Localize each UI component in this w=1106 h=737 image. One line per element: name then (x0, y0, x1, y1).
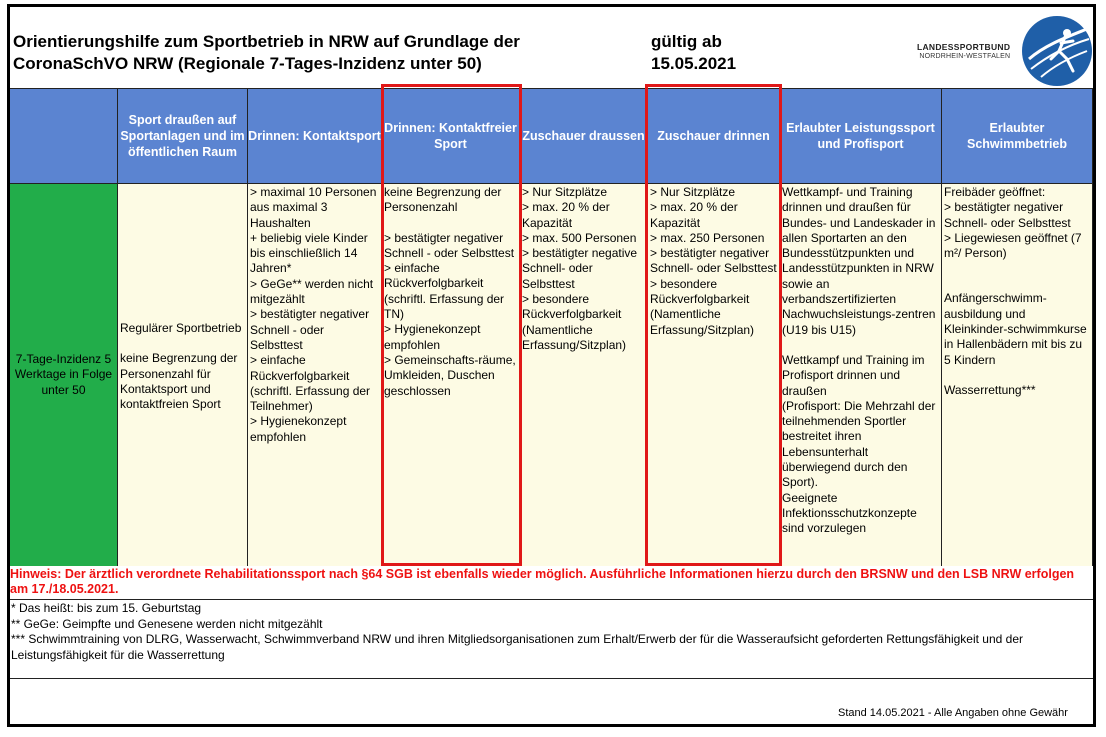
stand-note: Stand 14.05.2021 - Alle Angaben ohne Gew… (838, 707, 1068, 719)
cell-line: Geeignete Infektionsschutzkonzepte sind … (782, 490, 917, 536)
logo-line-2: NORDRHEIN-WESTFALEN (919, 53, 1011, 60)
page-frame (7, 4, 1096, 727)
cell-line: aus maximal 3 Haushalten (250, 200, 328, 230)
cell-line: > maximal 10 Personen (250, 185, 377, 199)
footnote: * Das heißt: bis zum 15. Geburtstag (11, 601, 202, 615)
cell-line: (Profisport: Die Mehrzahl der teilnehmen… (782, 398, 936, 490)
header-label: Zuschauer draussen (522, 129, 645, 143)
header-cell-spectators-indoor: Zuschauer drinnen (648, 88, 780, 184)
cell-line: > bestätigter negativer Schnell- oder Se… (650, 246, 777, 276)
divider (10, 678, 1093, 679)
hint-text: Hinweis: Der ärztlich verordnete Rehabil… (10, 567, 1075, 596)
cell-line: + beliebig viele Kinder bis einschließli… (250, 230, 368, 276)
cell-line: Wettkampf und Training im Profisport dri… (782, 352, 925, 398)
header-label: Drinnen: Kontaktfreier Sport (384, 121, 517, 151)
cell-line: > Hygienekonzept empfohlen (250, 414, 347, 444)
cell-line: > einfache Rückverfolgbarkeit (schriftl.… (384, 261, 505, 322)
header-cell-spectators-outdoor: Zuschauer draussen (520, 88, 648, 184)
page-title: Orientierungshilfe zum Sportbetrieb in N… (13, 31, 520, 75)
cell-line: > besondere Rückverfolgbarkeit (Namentli… (522, 292, 627, 352)
cell-line: > bestätigter negative Schnell- oder Sel… (522, 246, 638, 291)
cell-line: > Nur Sitzplätze (522, 185, 608, 199)
logo-line-1: LANDESSPORTBUND (917, 42, 1011, 52)
cell-line: > Liegewiesen geöffnet (7 m²/ Person) (944, 230, 1082, 261)
cell-line: > bestätigter negativer Schnell - oder S… (384, 230, 515, 260)
cell-line: > max. 20 % der Kapazität (650, 200, 738, 230)
cell-line: Freibäder geöffnet: (944, 185, 1046, 199)
row-label: 7-Tage-Inzidenz 5 Werktage in Folge unte… (14, 352, 113, 397)
cell-line: > einfache Rückverfolgbarkeit (schriftl.… (250, 353, 371, 414)
cell-line: Wettkampf- und Training drinnen und drau… (782, 185, 936, 337)
cell-indoor-noncontact: keine Begrenzung der Personenzahl > best… (382, 184, 520, 566)
cell-line: > max. 250 Personen (650, 230, 765, 245)
header-label: Zuschauer drinnen (657, 129, 770, 143)
cell-line: > Nur Sitzplätze (650, 185, 736, 199)
cell-line: > max. 20 % der Kapazität (522, 200, 610, 230)
valid-from: gültig ab 15.05.2021 (651, 31, 736, 75)
cell-line: > bestätigter negativer Schnell- oder Se… (944, 200, 1071, 230)
cell-indoor-contact: > maximal 10 Personen aus maximal 3 Haus… (248, 184, 382, 566)
cell-line: keine Begrenzung der Personenzahl (384, 185, 502, 215)
cell-competitive-sport: Wettkampf- und Training drinnen und drau… (780, 184, 942, 566)
cell-line: > Hygienekonzept empfohlen (384, 322, 481, 352)
cell-line: Wasserrettung*** (944, 382, 1036, 397)
cell-swimming: Freibäder geöffnet: > bestätigter negati… (942, 184, 1093, 566)
header-cell-corner (10, 88, 118, 184)
lsb-logo-text: LANDESSPORTBUND NORDRHEIN-WESTFALEN (917, 43, 1010, 61)
header-label: Drinnen: Kontaktsport (248, 129, 381, 143)
valid-label: gültig ab (651, 32, 722, 51)
header-label: Erlaubter Leistungssport und Profisport (786, 121, 935, 151)
footnote: *** Schwimmtraining von DLRG, Wasserwach… (11, 632, 1024, 662)
header-label: Erlaubter Schwimmbetrieb (966, 121, 1068, 151)
cell-spectators-outdoor: > Nur Sitzplätze > max. 20 % der Kapazit… (520, 184, 648, 566)
valid-date: 15.05.2021 (651, 54, 737, 73)
row-label-cell: 7-Tage-Inzidenz 5 Werktage in Folge unte… (10, 184, 118, 566)
footnote: ** GeGe: Geimpfte und Genesene werden ni… (11, 616, 323, 631)
footnotes: * Das heißt: bis zum 15. Geburtstag ** G… (11, 601, 1091, 663)
cell-outdoor: Regulärer Sportbetrieb keine Begrenzung … (118, 184, 248, 566)
title-line-1: Orientierungshilfe zum Sportbetrieb in N… (13, 32, 520, 51)
header-cell-indoor-contact: Drinnen: Kontaktsport (248, 88, 382, 184)
lsb-logo-icon (1022, 16, 1092, 86)
cell-line: > bestätigter negativer Schnell - oder S… (250, 307, 370, 352)
cell-line: Regulärer Sportbetrieb (120, 321, 242, 335)
header-cell-outdoor: Sport draußen auf Sportanlagen und im öf… (118, 88, 248, 184)
cell-line: > max. 500 Personen (522, 230, 637, 245)
header-cell-competitive-sport: Erlaubter Leistungssport und Profisport (780, 88, 942, 184)
cell-line: > Gemeinschafts-räume, Umkleiden, Dusche… (384, 352, 516, 398)
cell-spectators-indoor: > Nur Sitzplätze > max. 20 % der Kapazit… (648, 184, 780, 566)
divider (10, 599, 1093, 600)
cell-line: > besondere Rückverfolgbarkeit (Namentli… (650, 276, 755, 337)
header-cell-swimming: Erlaubter Schwimmbetrieb (942, 88, 1093, 184)
cell-line: keine Begrenzung der Personenzahl für Ko… (120, 351, 238, 412)
header-cell-indoor-noncontact: Drinnen: Kontaktfreier Sport (382, 88, 520, 184)
highlight-box-indoor-noncontact (381, 84, 522, 566)
cell-line: > GeGe** werden nicht mitgezählt (250, 276, 374, 307)
title-line-2: CoronaSchVO NRW (Regionale 7-Tages-Inzid… (13, 54, 482, 73)
highlight-box-spectators-indoor (645, 84, 782, 566)
header-label: Sport draußen auf Sportanlagen und im öf… (120, 113, 245, 159)
cell-line: Anfängerschwimm-ausbildung und Kleinkind… (944, 291, 1087, 367)
